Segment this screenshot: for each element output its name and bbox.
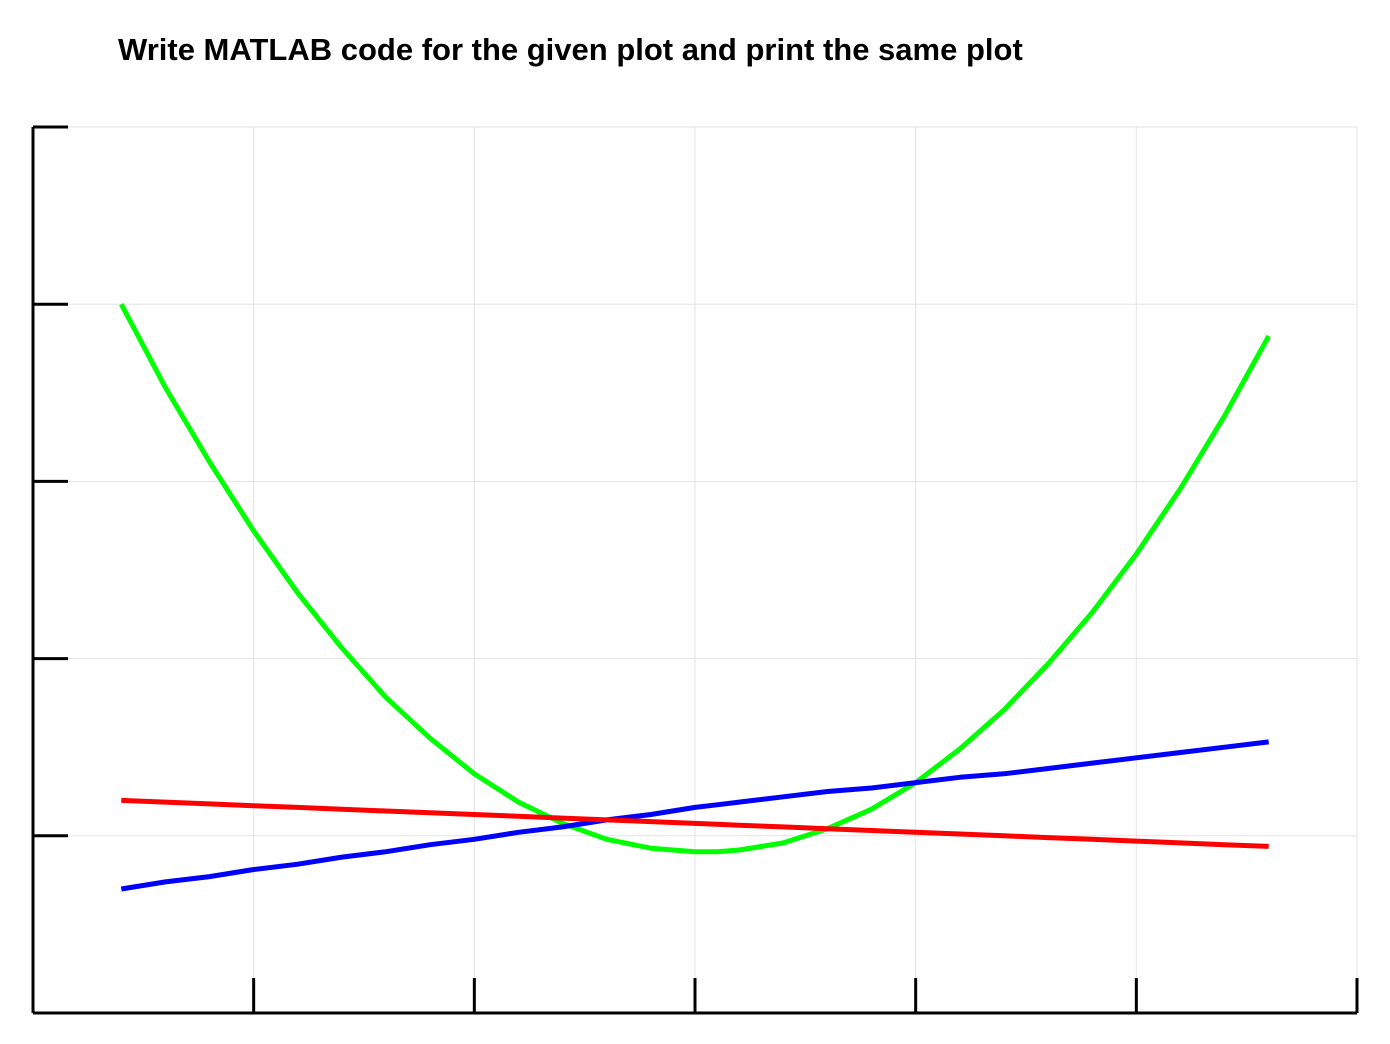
page-title: Write MATLAB code for the given plot and… bbox=[118, 32, 1023, 67]
chart-series bbox=[119, 303, 1271, 892]
series-line-2 bbox=[120, 739, 1269, 892]
series-line-3 bbox=[121, 797, 1269, 849]
chart-grid bbox=[33, 126, 1358, 1013]
series-line-1 bbox=[119, 303, 1271, 855]
chart-axes bbox=[31, 125, 1359, 1015]
